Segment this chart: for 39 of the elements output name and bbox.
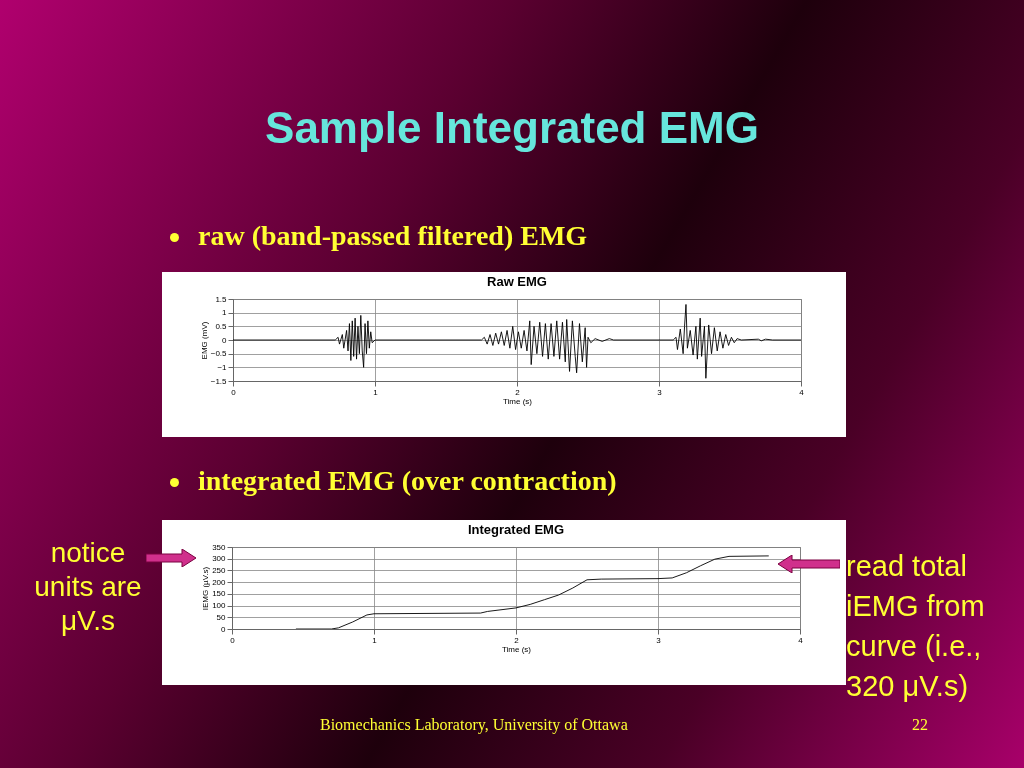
text: integrated EMG (over contraction) xyxy=(198,465,617,497)
y-tick-label: −0.5 xyxy=(210,349,227,359)
y-tick-label: −1 xyxy=(216,362,227,372)
x-tick-label: 1 xyxy=(372,387,378,397)
x-tick-label: 0 xyxy=(229,635,235,645)
y-tick-label: 300 xyxy=(211,554,226,564)
x-axis-title: Time (s) xyxy=(501,644,531,654)
y-axis-title: EMG (mV) xyxy=(199,321,209,360)
x-tick-label: 1 xyxy=(371,635,377,645)
y-tick-label: 0 xyxy=(221,335,227,345)
x-tick-label: 4 xyxy=(798,387,804,397)
y-axis-title: IEMG (µV.s) xyxy=(200,566,210,611)
y-tick-label: 0 xyxy=(220,624,226,634)
text: raw (band-passed filtered) EMG xyxy=(198,220,588,252)
x-tick-label: 4 xyxy=(797,635,803,645)
y-tick-label: 1 xyxy=(221,308,227,318)
x-axis-title: Time (s) xyxy=(502,396,532,406)
y-tick-label: 0.5 xyxy=(214,321,227,331)
x-tick-label: 3 xyxy=(655,635,661,645)
y-tick-label: 200 xyxy=(211,577,226,587)
text: Biomechanics Laboratory, University of Ottawa xyxy=(320,716,628,734)
text: Sample Integrated EMG xyxy=(264,103,760,153)
y-tick-label: 350 xyxy=(211,542,226,552)
text: read total iEMG from curve (i.e., 320 μV.s) xyxy=(846,549,986,704)
y-tick-label: 50 xyxy=(216,612,226,622)
y-tick-label: 250 xyxy=(211,565,226,575)
y-tick-label: −1.5 xyxy=(210,376,227,386)
line-series xyxy=(294,555,769,629)
x-tick-label: 0 xyxy=(230,387,236,397)
chart-title: Raw EMG xyxy=(486,274,547,289)
chart-title: Integrated EMG xyxy=(467,522,564,537)
y-tick-label: 1.5 xyxy=(214,294,227,304)
text: 22 xyxy=(912,716,928,734)
x-tick-label: 2 xyxy=(513,635,519,645)
x-tick-label: 2 xyxy=(514,387,520,397)
y-tick-label: 100 xyxy=(211,601,226,611)
text: notice units are μV.s xyxy=(33,536,143,638)
y-tick-label: 150 xyxy=(211,589,226,599)
x-tick-label: 3 xyxy=(656,387,662,397)
